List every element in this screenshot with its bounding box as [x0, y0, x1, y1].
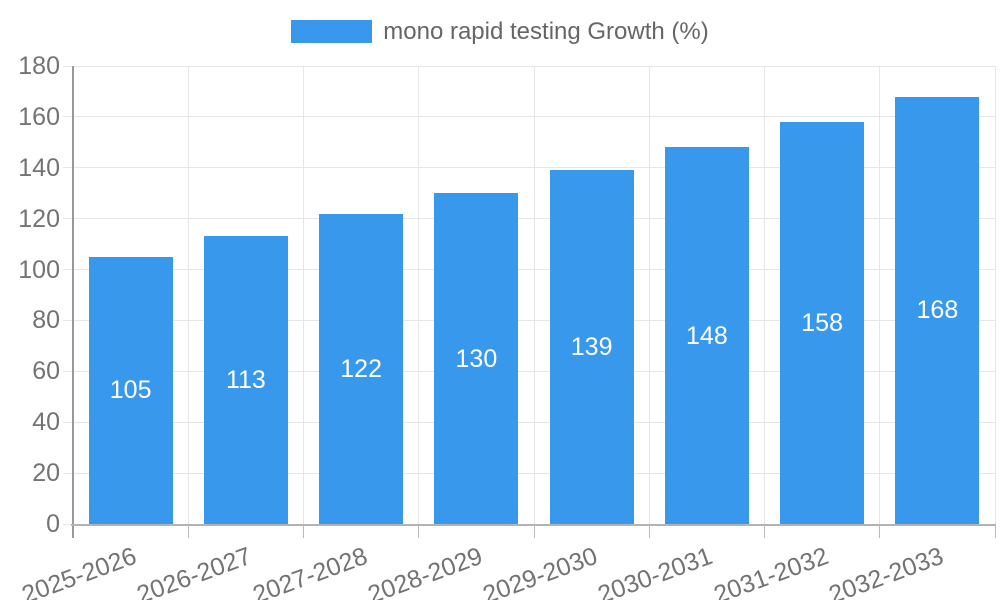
x-axis-tick: [879, 524, 881, 538]
bar-value-label: 148: [686, 321, 728, 350]
y-axis-tick: [63, 319, 73, 321]
legend-swatch-icon: [291, 20, 373, 43]
x-tick-label: 2032-2033: [825, 542, 947, 600]
x-axis-tick: [533, 524, 535, 538]
x-axis-tick: [764, 524, 765, 538]
bar-value-label: 139: [570, 333, 613, 362]
legend-item-mono-rapid-testing[interactable]: mono rapid testing Growth (%): [291, 18, 709, 45]
x-gridline: [648, 66, 650, 524]
bar-value-label: 130: [455, 344, 498, 373]
x-axis-tick: [994, 524, 996, 538]
bar-2026-2027[interactable]: [203, 236, 288, 524]
x-axis-tick: [648, 524, 650, 538]
x-axis-tick: [418, 524, 420, 538]
x-gridline: [994, 66, 996, 524]
chart-legend: mono rapid testing Growth (%): [0, 18, 1000, 45]
bar-value-label: 122: [340, 354, 382, 383]
y-axis-tick: [63, 116, 73, 118]
bar-value-label: 168: [916, 296, 959, 325]
bar-2028-2029[interactable]: [434, 193, 519, 524]
x-tick-label: 2027-2028: [248, 542, 371, 600]
bar-value-label: 105: [109, 376, 152, 405]
y-tick-label: 60: [32, 357, 60, 386]
y-tick-label: 140: [18, 153, 60, 182]
y-tick-label: 120: [18, 204, 60, 233]
x-gridline: [533, 66, 535, 524]
bar-value-label: 113: [225, 366, 266, 395]
y-tick-label: 100: [18, 255, 60, 284]
x-gridline: [879, 66, 881, 524]
y-axis-tick: [63, 218, 73, 220]
bar-value-label: 158: [801, 308, 843, 337]
y-axis-tick: [63, 269, 73, 271]
bar-2031-2032[interactable]: [780, 121, 865, 524]
y-tick-label: 180: [18, 52, 60, 80]
x-tick-label: 2028-2029: [364, 542, 486, 600]
x-gridline: [303, 66, 304, 524]
y-axis-tick: [63, 167, 73, 169]
x-gridline: [187, 66, 189, 524]
bar-2025-2026[interactable]: [88, 256, 173, 524]
bar-2032-2033[interactable]: [895, 96, 980, 524]
y-tick-label: 40: [32, 408, 60, 437]
x-tick-label: 2031-2032: [709, 542, 832, 600]
y-tick-label: 160: [18, 102, 60, 131]
bar-2030-2031[interactable]: [664, 147, 749, 524]
y-axis-tick: [63, 472, 73, 474]
x-axis-tick: [303, 524, 304, 538]
x-gridline: [418, 66, 420, 524]
y-axis-tick: [63, 370, 73, 372]
y-axis-tick: [63, 421, 73, 423]
x-tick-label: 2026-2027: [133, 542, 256, 600]
y-tick-label: 0: [46, 510, 60, 538]
x-axis-tick: [187, 524, 189, 538]
y-axis-tick: [63, 523, 73, 525]
x-tick-label: 2030-2031: [594, 542, 717, 600]
y-axis-tick: [63, 65, 73, 67]
y-tick-label: 20: [32, 459, 60, 488]
x-axis-line: [71, 524, 995, 526]
x-tick-label: 2029-2030: [479, 542, 602, 600]
y-axis-line: [72, 66, 74, 538]
bar-2029-2030[interactable]: [549, 170, 634, 524]
y-tick-label: 80: [32, 306, 60, 335]
x-gridline: [764, 66, 765, 524]
x-tick-label: 2025-2026: [18, 542, 141, 600]
bar-2027-2028[interactable]: [319, 213, 404, 524]
legend-label: mono rapid testing Growth (%): [383, 18, 709, 45]
